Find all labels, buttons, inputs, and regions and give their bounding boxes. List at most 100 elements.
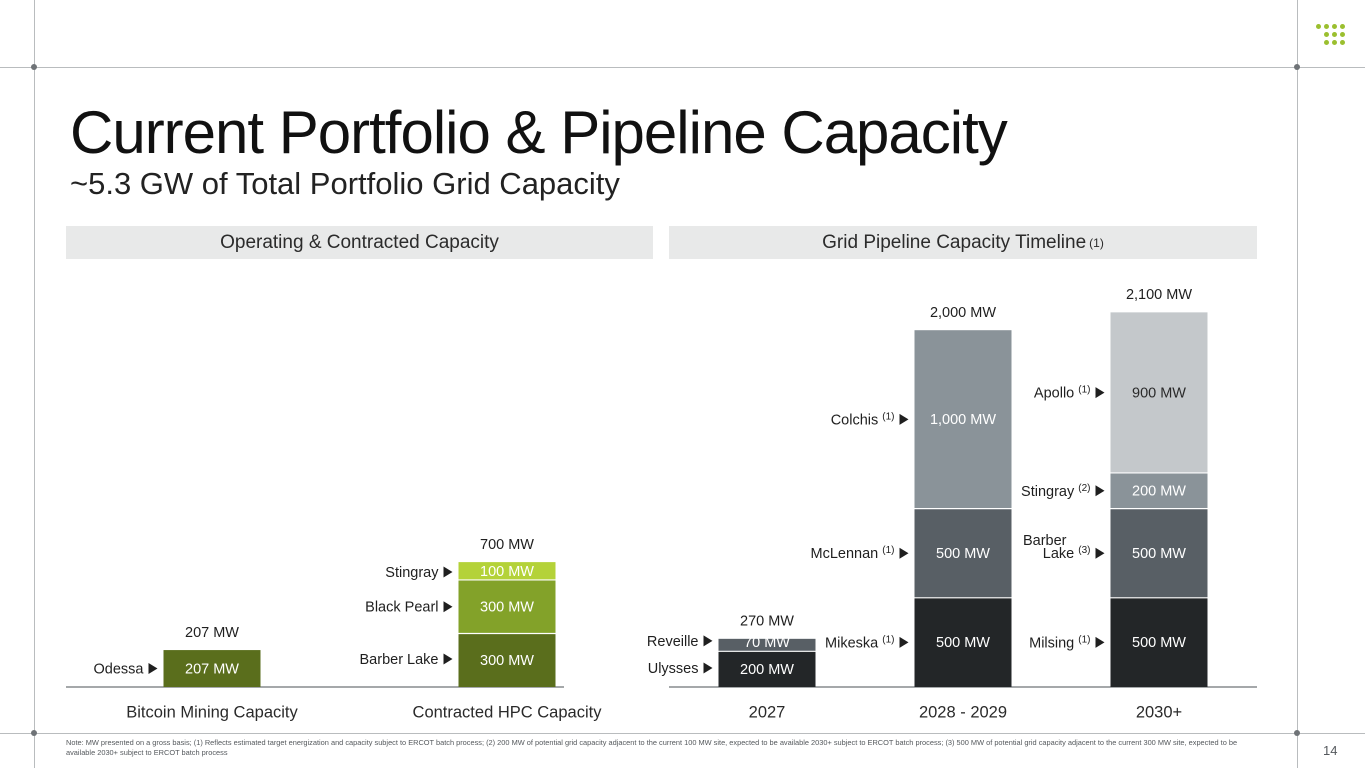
site-name: Ulysses	[648, 661, 699, 677]
bar-segment	[718, 638, 816, 652]
arrow-right-icon	[899, 636, 909, 648]
bar-segment	[914, 597, 1012, 687]
segment-value-label: 300 MW	[480, 600, 534, 616]
arrow-right-icon	[443, 601, 453, 613]
site-name: Barber Lake	[360, 652, 439, 668]
footnote-ref: (1)	[1078, 634, 1090, 645]
segment-site-label: Barber Lake	[360, 652, 439, 668]
frame-bottom-line	[0, 733, 1365, 734]
bar-segment	[1110, 508, 1208, 598]
page-number: 14	[1323, 743, 1338, 758]
bar-segment	[458, 562, 556, 580]
site-name: Mikeska	[825, 635, 879, 651]
bar-segment	[1110, 472, 1208, 509]
bar-segment	[914, 330, 1012, 509]
frame-right-line	[1297, 0, 1298, 768]
segment-site-label: Milsing (1)	[1029, 634, 1090, 651]
bar-segment	[914, 508, 1012, 598]
bar-segment	[163, 650, 261, 687]
footnote-ref: (1)	[882, 411, 894, 422]
segment-site-label: Black Pearl	[365, 600, 438, 616]
segment-site-label: Stingray	[385, 565, 439, 581]
frame-top-line	[0, 67, 1365, 68]
arrow-right-icon	[443, 566, 453, 578]
arrow-right-icon	[148, 663, 158, 675]
segment-value-label: 200 MW	[740, 662, 794, 678]
arrow-right-icon	[1095, 547, 1105, 559]
bar-segment	[1110, 312, 1208, 473]
site-name: Odessa	[94, 661, 145, 677]
footnote-ref: (2)	[1078, 482, 1090, 493]
left-panel-title: Operating & Contracted Capacity	[220, 231, 499, 253]
arrow-right-icon	[1095, 485, 1105, 497]
footnote: Note: MW presented on a gross basis; (1)…	[66, 738, 1238, 757]
segment-site-label: Barber	[1023, 533, 1067, 549]
bar-total-label: 270 MW	[740, 614, 794, 630]
bar-segment	[1110, 597, 1208, 687]
site-name: Black Pearl	[365, 600, 438, 616]
segment-value-label: 1,000 MW	[930, 412, 996, 428]
bar-total-label: 2,000 MW	[930, 305, 996, 321]
footnote-ref: (1)	[1078, 384, 1090, 395]
segment-value-label: 500 MW	[936, 635, 990, 651]
left-panel-header: Operating & Contracted Capacity	[66, 226, 653, 259]
frame-corner-dot	[1294, 64, 1300, 70]
footnote-ref: (1)	[882, 634, 894, 645]
segment-value-label: 900 MW	[1132, 385, 1186, 401]
bar-segment	[458, 633, 556, 687]
arrow-right-icon	[703, 662, 713, 674]
page-title: Current Portfolio & Pipeline Capacity	[70, 99, 1008, 166]
site-name: Milsing	[1029, 635, 1074, 651]
right-panel-title: Grid Pipeline Capacity Timeline	[822, 231, 1087, 253]
segment-site-label: McLennan (1)	[811, 545, 895, 562]
arrow-right-icon	[899, 547, 909, 559]
frame-corner-dot	[31, 64, 37, 70]
category-label: Bitcoin Mining Capacity	[126, 703, 298, 721]
segment-site-label: Stingray (2)	[1021, 482, 1090, 499]
arrow-right-icon	[443, 653, 453, 665]
bar-total-label: 700 MW	[480, 537, 534, 553]
right-panel-footnote-ref: (1)	[1089, 235, 1104, 250]
segment-site-label: Odessa	[94, 661, 145, 677]
arrow-right-icon	[1095, 636, 1105, 648]
site-name: McLennan	[811, 546, 879, 562]
site-name: Stingray	[385, 565, 439, 581]
segment-value-label: 70 MW	[744, 635, 790, 651]
site-name: Reveille	[647, 634, 699, 650]
segment-value-label: 100 MW	[480, 564, 534, 580]
site-name: Stingray	[1021, 484, 1075, 500]
category-label: Contracted HPC Capacity	[413, 703, 603, 721]
frame-left-line	[34, 0, 35, 768]
right-panel-header: Grid Pipeline Capacity Timeline (1)	[669, 226, 1257, 259]
segment-site-label: Colchis (1)	[831, 411, 895, 428]
category-label: 2027	[749, 703, 786, 721]
segment-site-label: Ulysses	[648, 661, 699, 677]
segment-value-label: 500 MW	[1132, 635, 1186, 651]
page-subtitle: ~5.3 GW of Total Portfolio Grid Capacity	[70, 166, 620, 201]
segment-site-label: Mikeska (1)	[825, 634, 894, 651]
segment-value-label: 500 MW	[936, 546, 990, 562]
site-name: Apollo	[1034, 385, 1074, 401]
category-label: 2028 - 2029	[919, 703, 1007, 721]
arrow-right-icon	[703, 635, 713, 647]
dot-grid-logo-icon	[1316, 24, 1346, 46]
bar-segment	[458, 579, 556, 634]
arrow-right-icon	[1095, 387, 1105, 399]
arrow-right-icon	[899, 413, 909, 425]
segment-value-label: 207 MW	[185, 661, 239, 677]
footnote-ref: (1)	[882, 545, 894, 556]
segment-value-label: 300 MW	[480, 653, 534, 669]
segment-site-label: Reveille	[647, 634, 699, 650]
bar-segment	[718, 651, 816, 687]
frame-corner-dot	[1294, 730, 1300, 736]
segment-site-label-line2: Lake (3)	[1043, 545, 1091, 562]
category-label: 2030+	[1136, 703, 1182, 721]
bar-total-label: 207 MW	[185, 625, 239, 641]
segment-value-label: 500 MW	[1132, 546, 1186, 562]
segment-value-label: 200 MW	[1132, 484, 1186, 500]
site-name: Colchis	[831, 412, 879, 428]
segment-site-label: Apollo (1)	[1034, 384, 1091, 401]
footnote-ref: (3)	[1078, 545, 1090, 556]
bar-total-label: 2,100 MW	[1126, 287, 1192, 303]
